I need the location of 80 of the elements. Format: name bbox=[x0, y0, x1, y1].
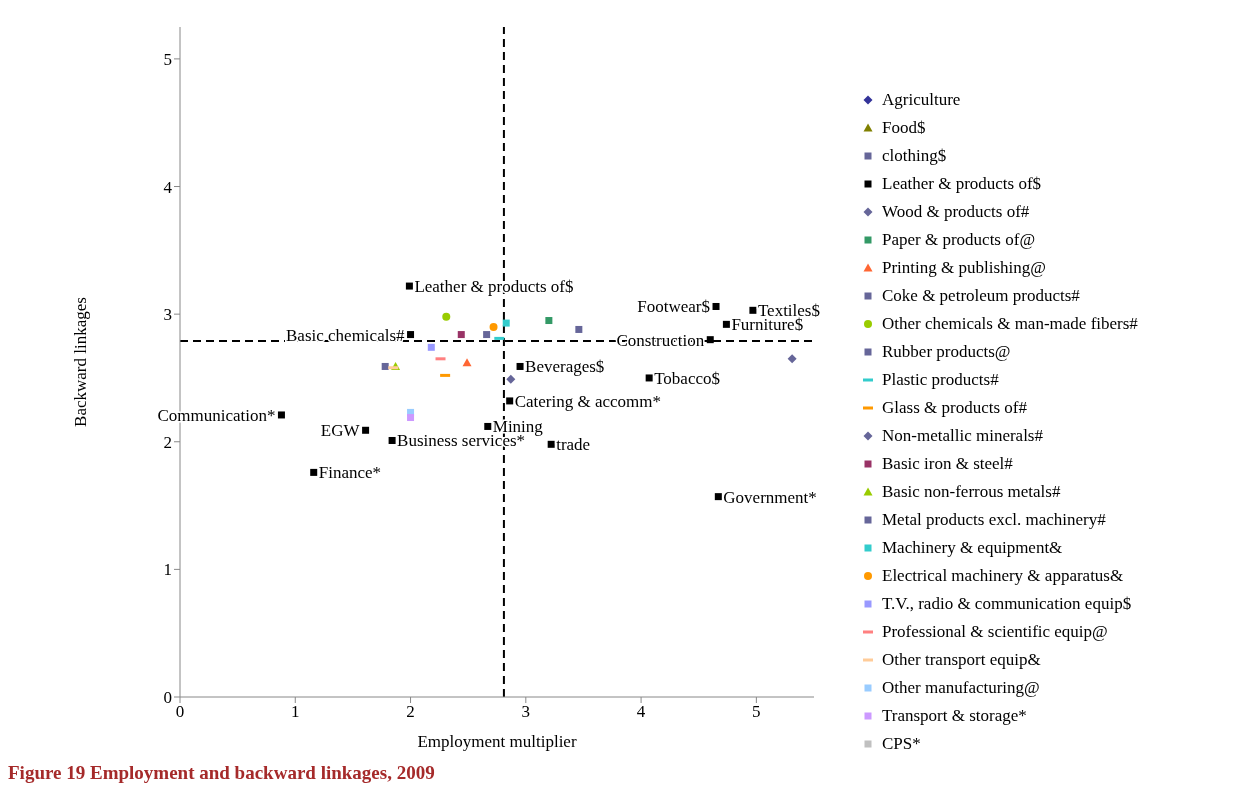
point bbox=[516, 362, 524, 370]
annotation: Finance* bbox=[318, 463, 382, 483]
y-tick-label: 2 bbox=[163, 432, 172, 452]
point bbox=[506, 374, 516, 384]
legend-label: T.V., radio & communication equip$ bbox=[882, 594, 1132, 614]
point bbox=[362, 426, 370, 434]
point bbox=[575, 325, 583, 333]
legend-label: Glass & products of# bbox=[882, 398, 1027, 418]
point bbox=[645, 374, 653, 382]
point bbox=[277, 411, 285, 419]
legend-label: Non-metallic minerals# bbox=[882, 426, 1043, 446]
point bbox=[483, 331, 491, 339]
legend-label: clothing$ bbox=[882, 146, 947, 166]
annotation: Beverages$ bbox=[525, 357, 605, 377]
x-tick-label: 2 bbox=[406, 702, 415, 722]
legend-label: Professional & scientific equip@ bbox=[882, 622, 1108, 642]
legend-label: CPS* bbox=[882, 734, 921, 754]
point bbox=[722, 320, 730, 328]
annotation: Catering & accomm* bbox=[514, 391, 662, 411]
text: Figure 19 Employment and backward linkages, 2009 bbox=[8, 762, 436, 784]
x-tick-label: 4 bbox=[636, 702, 646, 722]
legend-label: Other chemicals & man-made fibers# bbox=[882, 314, 1138, 334]
point bbox=[407, 414, 415, 422]
legend-label: Basic non-ferrous metals# bbox=[882, 482, 1061, 502]
y-tick-label: 1 bbox=[163, 560, 172, 580]
annotation: trade bbox=[556, 435, 591, 455]
legend-label: Rubber products@ bbox=[882, 342, 1011, 362]
legend-label: Printing & publishing@ bbox=[882, 258, 1046, 278]
annotation: EGW bbox=[320, 421, 361, 441]
annotation: Leather & products of$ bbox=[414, 277, 574, 297]
point bbox=[407, 331, 415, 339]
point bbox=[706, 336, 714, 344]
annotation: Government* bbox=[723, 487, 817, 507]
point bbox=[547, 440, 555, 448]
legend-label: Electrical machinery & apparatus& bbox=[882, 566, 1124, 586]
legend-label: Coke & petroleum products# bbox=[882, 286, 1080, 306]
point bbox=[489, 322, 498, 331]
annotation: Basic chemicals# bbox=[286, 325, 406, 345]
point bbox=[787, 354, 797, 364]
point bbox=[405, 282, 413, 290]
legend-label: Machinery & equipment& bbox=[882, 538, 1063, 558]
legend-label: Wood & products of# bbox=[882, 202, 1030, 222]
x-axis-title: Employment multiplier bbox=[417, 732, 577, 751]
y-tick-label: 5 bbox=[163, 49, 172, 69]
point bbox=[502, 319, 510, 327]
point bbox=[749, 306, 757, 314]
point bbox=[442, 312, 451, 321]
x-tick-label: 1 bbox=[291, 702, 300, 722]
point bbox=[714, 493, 722, 501]
annotation: Tobacco$ bbox=[654, 368, 720, 388]
legend-label: Food$ bbox=[882, 118, 926, 138]
point bbox=[462, 358, 472, 367]
point bbox=[310, 468, 318, 476]
annotation: Communication* bbox=[157, 405, 276, 425]
annotation: Construction bbox=[616, 330, 705, 350]
legend-label: Paper & products of@ bbox=[882, 230, 1036, 250]
point bbox=[506, 397, 514, 405]
legend-label: Other transport equip& bbox=[882, 650, 1041, 670]
y-tick-label: 3 bbox=[163, 305, 172, 325]
legend-label: Leather & products of$ bbox=[882, 174, 1042, 194]
x-tick-label: 3 bbox=[521, 702, 531, 722]
legend-label: Transport & storage* bbox=[882, 706, 1027, 726]
legend-label: Other manufacturing@ bbox=[882, 678, 1040, 698]
point bbox=[388, 436, 396, 444]
y-tick-label: 4 bbox=[163, 177, 173, 197]
legend-label: Agriculture bbox=[882, 90, 961, 110]
point bbox=[427, 343, 435, 351]
annotation: Footwear$ bbox=[637, 297, 711, 317]
point bbox=[457, 331, 465, 339]
point bbox=[545, 317, 553, 325]
legend-label: Metal products excl. machinery# bbox=[882, 510, 1106, 530]
x-tick-label: 5 bbox=[752, 702, 761, 722]
legend-label: Basic iron & steel# bbox=[882, 454, 1013, 474]
legend-label: Plastic products# bbox=[882, 370, 999, 390]
y-axis-title: Backward linkages bbox=[71, 297, 91, 427]
annotation: Furniture$ bbox=[731, 315, 804, 335]
point bbox=[381, 362, 389, 370]
y-tick-label: 0 bbox=[163, 688, 172, 708]
point bbox=[484, 422, 492, 430]
point bbox=[712, 302, 720, 310]
